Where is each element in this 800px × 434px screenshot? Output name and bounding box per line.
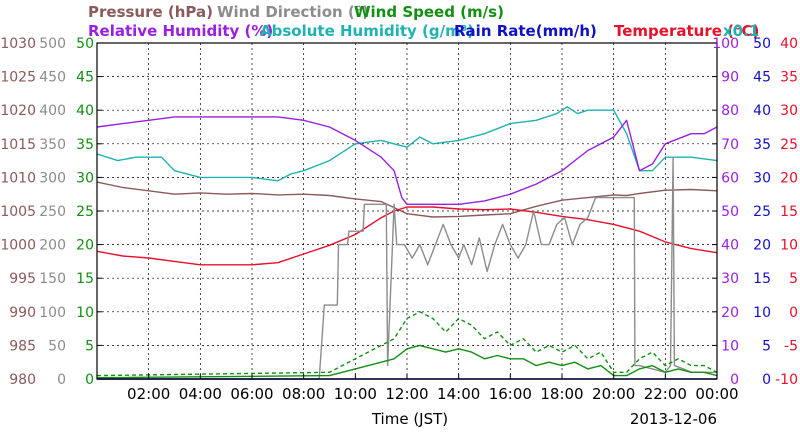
y-tick-label: 1015 bbox=[0, 137, 36, 153]
y-tick-label: 450 bbox=[39, 70, 66, 86]
y-tick-label: 1005 bbox=[0, 204, 36, 220]
legend-item: Absolute Humidity (g/m³) bbox=[260, 22, 474, 40]
y-tick-label: 30 bbox=[753, 170, 771, 186]
y-tick-label: 40 bbox=[753, 103, 771, 119]
y-tick-label: 250 bbox=[39, 204, 66, 220]
legend-item: Rain Rate(mm/h) bbox=[454, 22, 597, 40]
series-line bbox=[96, 206, 718, 266]
y-tick-label: 0 bbox=[85, 372, 94, 388]
x-tick-label: 16:00 bbox=[489, 385, 532, 403]
y-tick-label: 300 bbox=[39, 170, 66, 186]
x-tick-label: 14:00 bbox=[437, 385, 480, 403]
y-tick-label: 30 bbox=[721, 271, 739, 287]
y-tick-label: 0 bbox=[762, 372, 771, 388]
legend-item: Temperature (°C) bbox=[614, 22, 759, 40]
y-tick-label: 990 bbox=[9, 305, 36, 321]
y-tick-label: 15 bbox=[753, 271, 771, 287]
x-axis-title: Time (JST) bbox=[371, 410, 448, 428]
y-tick-label: 1010 bbox=[0, 170, 36, 186]
y-tick-label: 15 bbox=[76, 271, 94, 287]
y-tick-label: 1030 bbox=[0, 36, 36, 52]
y-tick-label: 350 bbox=[39, 137, 66, 153]
y-tick-label: 60 bbox=[721, 170, 739, 186]
y-tick-label: 10 bbox=[721, 338, 739, 354]
y-tick-label: 1025 bbox=[0, 70, 36, 86]
series-line bbox=[96, 344, 718, 379]
y-tick-label: 35 bbox=[780, 70, 798, 86]
y-tick-label: 500 bbox=[39, 36, 66, 52]
y-tick-label: 50 bbox=[753, 36, 771, 52]
y-tick-label: 35 bbox=[753, 137, 771, 153]
x-tick-label: 12:00 bbox=[385, 385, 428, 403]
y-tick-label: -10 bbox=[775, 372, 798, 388]
series-line bbox=[96, 116, 718, 206]
y-tick-label: 995 bbox=[9, 271, 36, 287]
y-tick-label: 10 bbox=[753, 305, 771, 321]
y-tick-label: 25 bbox=[753, 204, 771, 220]
y-tick-label: 40 bbox=[780, 36, 798, 52]
y-tick-label: 50 bbox=[48, 338, 66, 354]
y-tick-label: 45 bbox=[753, 70, 771, 86]
y-tick-label: 980 bbox=[9, 372, 36, 388]
date-label: 2013-12-06 bbox=[630, 410, 717, 428]
chart-axes: 9809859909951000100510101015102010251030… bbox=[0, 36, 798, 388]
y-tick-label: 5 bbox=[762, 338, 771, 354]
x-axis: 02:00 04:00 06:00 08:00 10:00 12:00 14:00 16:00… bbox=[127, 374, 739, 428]
y-tick-label: 0 bbox=[789, 305, 798, 321]
y-tick-label: 5 bbox=[789, 271, 798, 287]
y-tick-label: 20 bbox=[76, 238, 94, 254]
y-tick-label: 20 bbox=[753, 238, 771, 254]
y-tick-label: 25 bbox=[780, 137, 798, 153]
y-tick-label: 25 bbox=[76, 204, 94, 220]
y-tick-label: 10 bbox=[76, 305, 94, 321]
y-tick-label: 150 bbox=[39, 271, 66, 287]
y-tick-label: 1020 bbox=[0, 103, 36, 119]
y-tick-label: 15 bbox=[780, 204, 798, 220]
x-tick-label: 10:00 bbox=[334, 385, 377, 403]
x-tick-label: 00:00 bbox=[695, 385, 738, 403]
y-tick-label: 30 bbox=[780, 103, 798, 119]
series-line bbox=[97, 156, 717, 380]
legend-item: Wind Direction (°) bbox=[217, 3, 369, 21]
y-tick-label: -5 bbox=[784, 338, 798, 354]
y-tick-label: 20 bbox=[721, 305, 739, 321]
y-tick-label: 100 bbox=[39, 305, 66, 321]
x-tick-label: 18:00 bbox=[540, 385, 583, 403]
x-tick-label: 06:00 bbox=[230, 385, 273, 403]
legend-item: x0.1 bbox=[723, 22, 759, 40]
y-tick-label: 50 bbox=[721, 204, 739, 220]
y-tick-label: 40 bbox=[76, 103, 94, 119]
y-tick-label: 5 bbox=[85, 338, 94, 354]
legend-item: Relative Humidity (%) bbox=[88, 22, 273, 40]
x-tick-label: 08:00 bbox=[282, 385, 325, 403]
y-tick-label: 200 bbox=[39, 238, 66, 254]
chart-grid bbox=[97, 43, 717, 379]
y-tick-label: 40 bbox=[721, 238, 739, 254]
y-tick-label: 1000 bbox=[0, 238, 36, 254]
y-tick-label: 0 bbox=[57, 372, 66, 388]
x-tick-label: 20:00 bbox=[592, 385, 635, 403]
y-tick-label: 20 bbox=[780, 170, 798, 186]
y-tick-label: 10 bbox=[780, 238, 798, 254]
y-tick-label: 100 bbox=[712, 36, 739, 52]
y-tick-label: 80 bbox=[721, 103, 739, 119]
y-tick-label: 70 bbox=[721, 137, 739, 153]
y-tick-label: 90 bbox=[721, 70, 739, 86]
y-tick-label: 400 bbox=[39, 103, 66, 119]
y-tick-label: 45 bbox=[76, 70, 94, 86]
y-tick-label: 50 bbox=[76, 36, 94, 52]
legend-item: Pressure (hPa) bbox=[88, 3, 213, 21]
chart-legend: Pressure (hPa) Wind Direction (°)Wind Spe… bbox=[88, 3, 759, 40]
x-tick-label: 22:00 bbox=[644, 385, 687, 403]
series-line bbox=[96, 311, 718, 377]
y-tick-label: 985 bbox=[9, 338, 36, 354]
series-line bbox=[96, 181, 718, 218]
y-tick-label: 35 bbox=[76, 137, 94, 153]
y-tick-label: 0 bbox=[730, 372, 739, 388]
y-tick-label: 30 bbox=[76, 170, 94, 186]
x-tick-label: 04:00 bbox=[179, 385, 222, 403]
x-tick-label: 02:00 bbox=[127, 385, 170, 403]
legend-item: Wind Speed (m/s) bbox=[354, 3, 504, 21]
